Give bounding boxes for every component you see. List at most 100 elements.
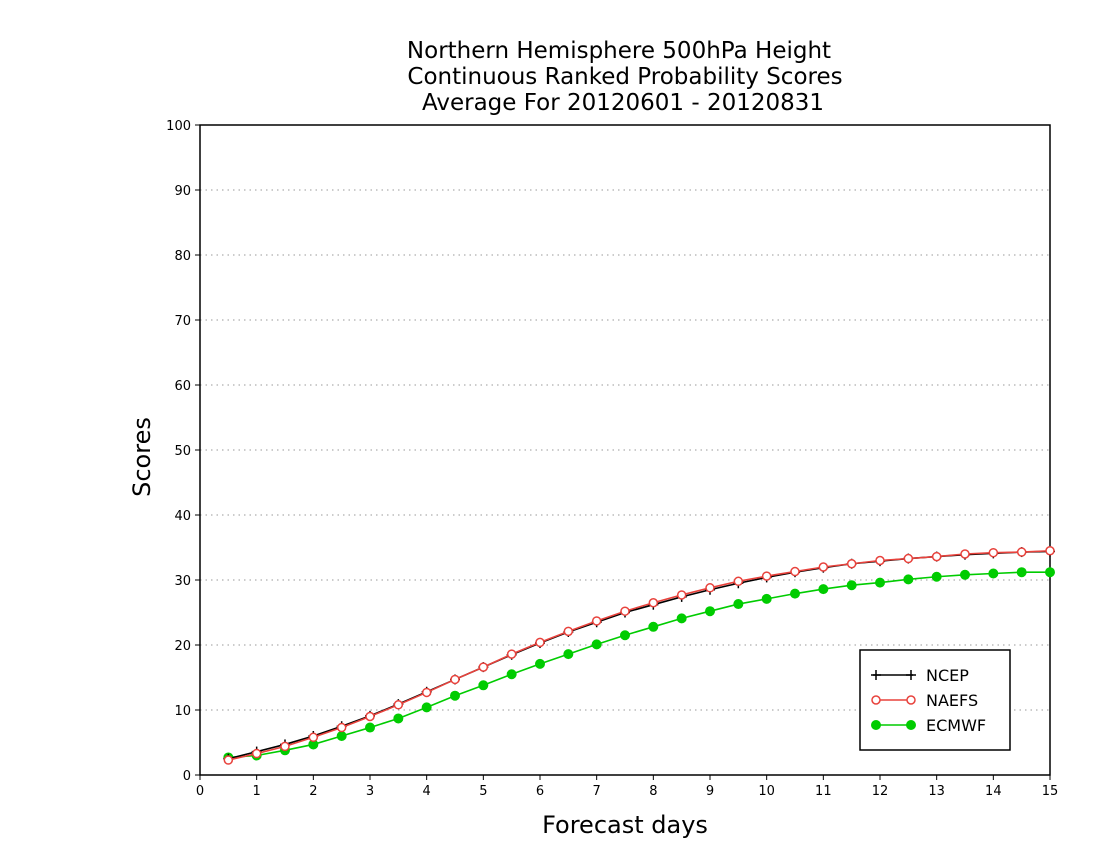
legend-marker-start-ecmwf [871,720,881,730]
data-point-naefs-11 [535,637,545,648]
data-point-naefs-13 [591,616,602,626]
data-point-naefs-29 [1045,546,1055,556]
y-tick-label-50: 50 [174,444,191,459]
y-tick-label-30: 30 [174,574,191,589]
data-point-naefs-22 [846,559,857,569]
data-point-ecmwf-9 [478,680,489,691]
x-tick-label-3: 3 [366,784,374,799]
x-tick-label-12: 12 [872,784,889,799]
y-tick-label-100: 100 [166,119,191,134]
x-tick-label-5: 5 [479,784,487,799]
y-tick-label-40: 40 [174,509,191,524]
gridlines [200,189,1050,711]
series-layer [223,546,1055,765]
legend-item-ncep: NCEP [871,666,969,685]
data-point-ecmwf-14 [620,630,630,641]
x-tick-label-0: 0 [196,784,204,799]
legend-label-naefs: NAEFS [926,691,978,710]
data-point-naefs-25 [931,551,942,562]
data-point-ecmwf-18 [733,599,744,610]
data-point-naefs-27 [988,547,999,558]
x-tick-label-6: 6 [536,784,544,799]
plot-frame [199,124,1051,776]
legend-marker-start-ncep [871,670,881,680]
data-point-naefs-12 [563,626,574,637]
data-point-naefs-14 [620,606,630,616]
series-naefs [223,546,1055,765]
data-point-naefs-28 [1016,547,1027,557]
legend-item-naefs: NAEFS [871,691,978,710]
data-point-naefs-20 [790,566,800,577]
data-point-ecmwf-28 [1016,567,1027,578]
x-tick-label-15: 15 [1042,784,1059,799]
data-point-naefs-1 [251,748,262,759]
data-point-ecmwf-17 [705,606,715,617]
data-point-ecmwf-8 [450,690,460,701]
x-axis-title: Forecast days [542,811,708,839]
data-point-naefs-19 [761,571,772,581]
x-tick-label-8: 8 [649,784,657,799]
data-point-naefs-26 [960,549,970,559]
data-point-naefs-17 [705,583,715,593]
x-tick-label-2: 2 [309,784,317,799]
data-point-ecmwf-13 [591,639,602,650]
data-point-ecmwf-7 [421,702,432,713]
data-point-ecmwf-29 [1045,567,1055,578]
y-axis-title: Scores [128,417,156,497]
x-tick-label-7: 7 [593,784,601,799]
data-point-ecmwf-11 [535,658,545,669]
legend-marker-end-naefs [906,695,916,705]
y-tick-label-70: 70 [174,314,191,329]
data-point-naefs-4 [336,722,347,733]
data-point-naefs-23 [875,555,885,566]
y-tick-label-80: 80 [174,249,191,264]
x-tick-label-10: 10 [758,784,775,799]
data-point-naefs-18 [733,576,744,587]
y-tick-label-10: 10 [174,704,191,719]
data-point-naefs-21 [818,562,829,572]
chart-title-line-3: Average For 20120601 - 20120831 [422,90,824,116]
data-point-ecmwf-5 [365,722,375,733]
data-point-naefs-6 [393,700,404,710]
x-tick-label-4: 4 [423,784,431,799]
y-tick-label-0: 0 [183,769,191,784]
legend-label-ncep: NCEP [926,666,969,685]
data-point-ecmwf-27 [988,568,999,579]
data-point-naefs-3 [308,732,319,743]
legend-label-ecmwf: ECMWF [926,716,986,735]
data-point-naefs-15 [648,598,659,608]
legend-marker-end-ncep [906,670,916,680]
data-point-naefs-9 [478,662,489,672]
data-point-naefs-10 [506,649,517,659]
series-ecmwf [223,567,1055,763]
data-point-ecmwf-20 [790,588,800,599]
data-point-ecmwf-21 [818,584,829,595]
data-point-ecmwf-6 [393,713,404,724]
x-tick-label-13: 13 [928,784,945,799]
legend-marker-end-ecmwf [906,720,916,730]
data-point-ecmwf-10 [506,669,517,680]
data-point-ecmwf-26 [960,569,970,580]
x-tick-label-1: 1 [253,784,261,799]
legend: NCEP NAEFS ECMWF [859,649,1011,751]
data-point-ecmwf-19 [761,593,772,604]
x-tick-label-11: 11 [815,784,832,799]
y-tick-label-20: 20 [174,639,191,654]
data-point-ecmwf-15 [648,621,659,632]
data-point-naefs-0 [223,755,234,765]
data-point-ecmwf-12 [563,649,574,660]
data-point-ecmwf-22 [846,580,857,591]
legend-item-ecmwf: ECMWF [871,716,986,735]
y-tick-label-60: 60 [174,379,191,394]
chart-title-line-1: Northern Hemisphere 500hPa Height [407,38,831,64]
data-point-naefs-24 [903,553,914,564]
data-point-ecmwf-4 [336,731,347,741]
data-point-ecmwf-24 [903,574,914,585]
data-point-naefs-2 [280,741,290,752]
y-tick-label-90: 90 [174,184,191,199]
data-point-ecmwf-25 [931,571,942,582]
data-point-naefs-5 [365,711,375,722]
data-point-naefs-16 [676,590,687,600]
